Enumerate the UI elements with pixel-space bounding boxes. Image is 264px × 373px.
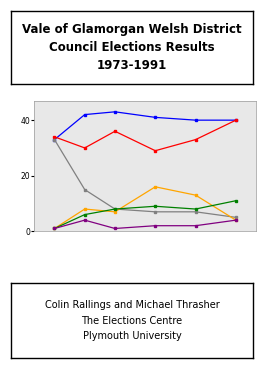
Text: Colin Rallings and Michael Thrasher
The Elections Centre
Plymouth University: Colin Rallings and Michael Thrasher The …: [45, 300, 219, 341]
Text: Vale of Glamorgan Welsh District
Council Elections Results
1973-1991: Vale of Glamorgan Welsh District Council…: [22, 23, 242, 72]
